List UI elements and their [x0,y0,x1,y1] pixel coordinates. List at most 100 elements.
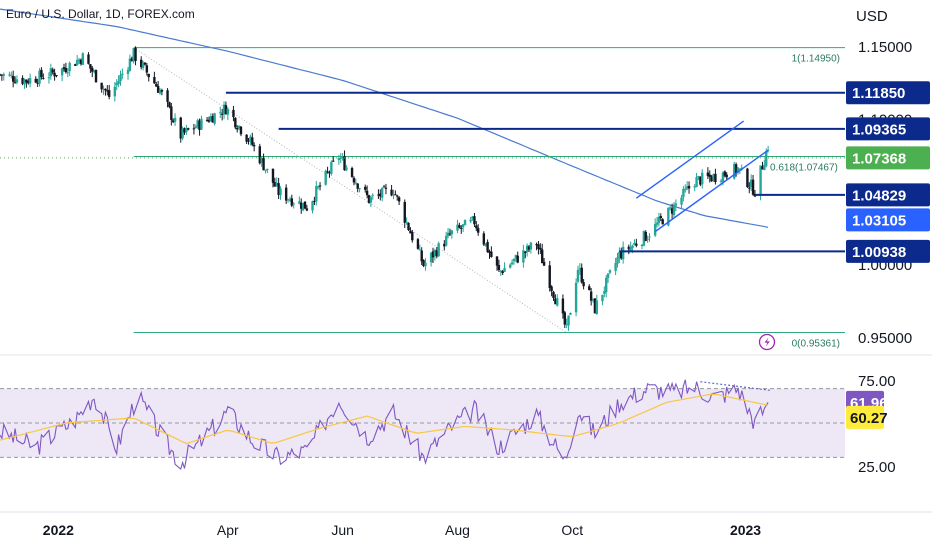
candle-body [337,158,341,161]
candle-body [736,167,740,173]
candle-body [418,249,422,251]
candle-body [409,230,412,234]
candle-body [305,208,309,211]
candle-body [301,202,305,211]
candle-body [28,77,32,84]
price-tag-label: 1.09365 [852,121,906,138]
candle-body [102,88,105,90]
candle-body [196,120,199,128]
candle-body [746,168,749,187]
price-tag[interactable]: 1.07368 [846,146,930,170]
candle-body [574,282,578,313]
rsi-tick-label: 25.00 [858,459,896,476]
candle-body [23,79,26,85]
candle-body [672,204,676,216]
candle-body [62,67,66,69]
candle-body [316,186,320,188]
rsi-pane[interactable] [0,379,845,470]
candle-body [364,186,367,190]
candle-body [620,252,623,259]
candle-body [763,164,766,171]
candle-body [134,47,137,61]
candle-body [266,168,269,171]
price-axis[interactable]: 0.950001.000001.050001.100001.150001.118… [846,39,930,347]
candle-body [522,250,525,263]
candle-body [66,72,69,74]
price-tag-label: 1.11850 [852,85,905,102]
time-tick-label: 2023 [730,522,761,538]
candle-body [627,246,631,250]
price-pane[interactable]: 1(1.14950) 0.618(1.07467) 0(0.95361) [0,8,932,513]
candle-body [15,79,19,83]
candle-body [588,286,591,291]
candle-body [463,220,467,226]
candle-body [47,77,51,79]
candle-body [403,201,406,223]
time-tick-label: Oct [561,522,583,538]
candle-body [693,186,696,188]
candle-body [733,163,736,179]
candle-body [277,183,280,195]
candle-body [661,219,664,225]
candle-body [422,260,425,266]
candle-body [460,227,463,229]
candle-body [710,176,713,182]
price-tag[interactable]: 1.00938 [846,239,930,263]
candle-body [68,62,71,72]
candle-body [527,246,531,250]
candle-body [236,128,239,130]
candle-body [603,290,606,294]
rsi-ma-tag[interactable]: 60.27 [846,405,888,429]
candlestick-series [0,46,770,331]
candle-body [290,198,294,206]
candle-body [107,90,111,97]
candle-body [657,216,661,224]
candle-body [461,224,465,228]
candle-body [682,188,685,198]
time-axis[interactable]: 2022 Apr Jun Aug Oct 2023 [43,522,762,538]
candle-body [232,109,235,118]
candle-body [748,187,751,189]
candle-body [695,177,698,188]
candle-body [510,262,514,265]
candle-body [659,216,663,219]
candle-body [595,300,598,314]
candle-body [567,315,570,326]
candle-body [53,72,56,77]
price-tag-background [846,183,930,207]
candle-body [79,59,83,64]
candle-body [262,157,265,171]
alert-icon[interactable] [758,333,776,351]
channel-line [635,120,745,199]
candle-body [288,199,292,201]
price-tag[interactable]: 1.04829 [846,183,930,207]
price-tag[interactable]: 1.11850 [846,81,930,105]
candle-body [486,242,489,252]
candle-body [714,173,717,183]
candle-body [343,156,346,171]
candle-body [561,298,565,314]
price-tag-background [846,208,930,232]
price-tag-label: 1.03105 [852,212,906,229]
candle-body [100,82,103,90]
candle-body [416,239,420,249]
candle-body [578,268,582,270]
candle-body [550,286,553,291]
candle-body [187,128,190,130]
candle-body [542,261,546,266]
fib-level-label: 1(1.14950) [792,54,840,65]
price-tag-background [846,81,930,105]
candle-body [648,236,651,238]
candle-body [365,190,369,196]
channel-line [654,149,769,233]
candle-body [605,277,608,293]
price-tag[interactable]: 1.03105 [846,208,930,232]
candle-body [324,170,327,185]
candle-body [405,221,408,223]
price-tag[interactable]: 1.09365 [846,117,930,141]
candle-body [155,84,158,87]
candle-body [640,244,644,247]
candle-body [670,208,674,214]
